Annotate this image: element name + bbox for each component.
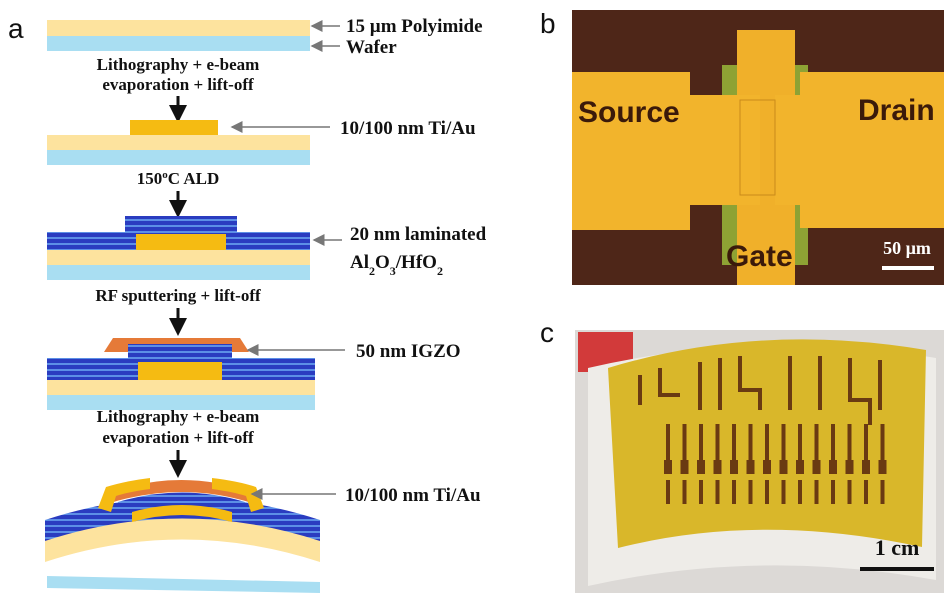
scale-bar-label: 50 µm — [883, 238, 931, 258]
layer-label: Wafer — [346, 37, 397, 58]
metal-layer — [130, 120, 218, 135]
scale-bar-label: 1 cm — [875, 535, 920, 560]
text-part: C ALD — [168, 169, 219, 188]
panel-label: c — [540, 317, 554, 348]
layer-label: 10/100 nm Ti/Au — [340, 118, 476, 139]
metal-layer — [138, 362, 222, 380]
polyimide-layer — [47, 20, 310, 36]
wafer-layer — [47, 265, 310, 280]
polyimide-layer — [47, 250, 310, 265]
layer-label: 20 nm laminated — [350, 224, 487, 245]
wafer-layer — [47, 576, 320, 593]
text-part: O — [375, 252, 390, 273]
electrode-label: Gate — [726, 240, 793, 273]
layer-label: 15 µm Polyimide — [346, 16, 483, 37]
metal-layer — [136, 234, 226, 250]
wafer-layer — [47, 150, 310, 165]
step-text: 150oC ALD — [137, 169, 219, 188]
text-part: 2 — [437, 264, 443, 278]
electrode-array — [660, 424, 890, 504]
text-part: 150 — [137, 169, 163, 188]
step-text: evaporation + lift-off — [102, 428, 254, 447]
step-text: Lithography + e-beam — [97, 407, 260, 426]
panel-label: b — [540, 8, 556, 39]
step-text: RF sputtering + lift-off — [95, 286, 261, 305]
polyimide-layer — [47, 135, 310, 150]
electrode-label: Drain — [858, 94, 935, 127]
layer-label: 10/100 nm Ti/Au — [345, 485, 481, 506]
step-text: Lithography + e-beam — [97, 55, 260, 74]
step-text: evaporation + lift-off — [102, 75, 254, 94]
polyimide-layer — [47, 380, 315, 395]
layer-label: Al2O3/HfO2 — [350, 252, 443, 278]
text-part: Al — [350, 252, 369, 273]
electrode-label: Source — [578, 96, 680, 129]
wafer-layer — [47, 36, 310, 51]
panel-label: a — [8, 13, 24, 44]
figure: a 15 µm Polyimide Wafer Lithography + e-… — [0, 0, 944, 593]
layer-label: 50 nm IGZO — [356, 341, 461, 362]
text-part: /HfO — [395, 252, 437, 273]
